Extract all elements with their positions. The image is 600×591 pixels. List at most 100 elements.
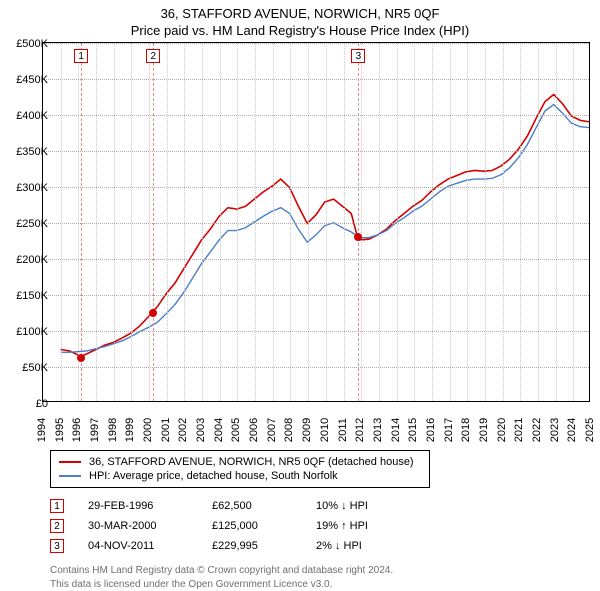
x-tick-label: 2010 [319, 418, 331, 442]
event-marker-box: 2 [146, 49, 160, 63]
x-tick-label: 2011 [337, 418, 349, 442]
gridline-v [432, 43, 433, 401]
x-tick-label: 1999 [124, 418, 136, 442]
x-tick-label: 2020 [496, 418, 508, 442]
y-tick-label: £100K [8, 326, 48, 338]
gridline-h [43, 79, 589, 80]
x-tick-label: 1995 [54, 418, 66, 442]
gridline-h [43, 259, 589, 260]
x-tick-label: 2025 [584, 418, 596, 442]
x-tick-label: 2007 [266, 418, 278, 442]
gridline-v [220, 43, 221, 401]
event-row: 304-NOV-2011£229,9952% ↓ HPI [50, 536, 600, 556]
y-tick-label: £450K [8, 74, 48, 86]
gridline-v [184, 43, 185, 401]
gridline-v [467, 43, 468, 401]
gridline-v [326, 43, 327, 401]
legend-label: HPI: Average price, detached house, Sout… [89, 470, 338, 482]
gridline-v [255, 43, 256, 401]
event-data-point [149, 309, 157, 317]
event-marker-line [81, 43, 82, 401]
gridline-v [78, 43, 79, 401]
y-tick-label: £50K [8, 362, 48, 374]
x-tick-label: 2014 [390, 418, 402, 442]
event-date: 30-MAR-2000 [88, 520, 188, 532]
gridline-v [520, 43, 521, 401]
transaction-events: 129-FEB-1996£62,50010% ↓ HPI230-MAR-2000… [50, 496, 600, 556]
x-tick-label: 2008 [283, 418, 295, 442]
gridline-v [237, 43, 238, 401]
x-tick-label: 2005 [230, 418, 242, 442]
chart-title-subtitle: Price paid vs. HM Land Registry's House … [0, 21, 600, 42]
event-date: 04-NOV-2011 [88, 540, 188, 552]
y-tick-label: £150K [8, 290, 48, 302]
gridline-v [273, 43, 274, 401]
gridline-v [61, 43, 62, 401]
chart-container: 36, STAFFORD AVENUE, NORWICH, NR5 0QF Pr… [0, 0, 600, 590]
x-tick-label: 2016 [425, 418, 437, 442]
event-price: £62,500 [212, 500, 292, 512]
legend-label: 36, STAFFORD AVENUE, NORWICH, NR5 0QF (d… [89, 456, 414, 468]
x-tick-label: 2001 [160, 418, 172, 442]
gridline-v [344, 43, 345, 401]
x-tick-label: 2013 [372, 418, 384, 442]
gridline-h [43, 115, 589, 116]
x-tick-label: 2017 [443, 418, 455, 442]
event-marker-line [358, 43, 359, 401]
gridline-h [43, 331, 589, 332]
gridline-v [573, 43, 574, 401]
event-data-point [77, 354, 85, 362]
x-tick-label: 2002 [177, 418, 189, 442]
chart-plot-area: 1 2 3 [42, 42, 590, 402]
gridline-v [131, 43, 132, 401]
gridline-v [202, 43, 203, 401]
event-marker-box: 3 [351, 49, 365, 63]
event-delta: 10% ↓ HPI [316, 500, 416, 512]
x-tick-label: 2018 [460, 418, 472, 442]
series-svg [43, 43, 589, 401]
x-tick-label: 2022 [531, 418, 543, 442]
gridline-h [43, 367, 589, 368]
x-tick-label: 2003 [195, 418, 207, 442]
gridline-v [96, 43, 97, 401]
event-row-marker: 1 [50, 499, 64, 513]
x-tick-label: 2021 [513, 418, 525, 442]
y-tick-label: £500K [8, 38, 48, 50]
event-delta: 2% ↓ HPI [316, 540, 416, 552]
gridline-v [379, 43, 380, 401]
gridline-v [397, 43, 398, 401]
y-tick-label: £0 [8, 398, 48, 410]
chart-title-address: 36, STAFFORD AVENUE, NORWICH, NR5 0QF [0, 0, 600, 21]
gridline-h [43, 223, 589, 224]
x-tick-label: 2009 [301, 418, 313, 442]
gridline-v [556, 43, 557, 401]
legend-item: 36, STAFFORD AVENUE, NORWICH, NR5 0QF (d… [59, 455, 421, 469]
event-marker-box: 1 [74, 49, 88, 63]
plot-box: 1 2 3 [42, 42, 590, 402]
gridline-h [43, 43, 589, 44]
y-tick-label: £400K [8, 110, 48, 122]
gridline-v [290, 43, 291, 401]
event-row-marker: 3 [50, 539, 64, 553]
event-data-point [354, 233, 362, 241]
gridline-v [167, 43, 168, 401]
event-row: 1 29-FEB-1996 £62,500 10% ↓ HPI [50, 496, 600, 516]
gridline-h [43, 295, 589, 296]
event-date: 29-FEB-1996 [88, 500, 188, 512]
y-tick-label: £250K [8, 218, 48, 230]
attribution-text: Contains HM Land Registry data © Crown c… [50, 564, 600, 591]
gridline-v [149, 43, 150, 401]
x-tick-label: 1998 [107, 418, 119, 442]
x-tick-label: 1994 [36, 418, 48, 442]
gridline-v [485, 43, 486, 401]
gridline-v [114, 43, 115, 401]
event-marker-line [153, 43, 154, 401]
gridline-v [414, 43, 415, 401]
x-tick-label: 1996 [71, 418, 83, 442]
attribution-line-1: Contains HM Land Registry data © Crown c… [50, 564, 600, 578]
event-row: 230-MAR-2000£125,00019% ↑ HPI [50, 516, 600, 536]
x-tick-label: 2024 [566, 418, 578, 442]
legend-swatch [59, 461, 81, 463]
event-price: £125,000 [212, 520, 292, 532]
x-tick-label: 2004 [213, 418, 225, 442]
